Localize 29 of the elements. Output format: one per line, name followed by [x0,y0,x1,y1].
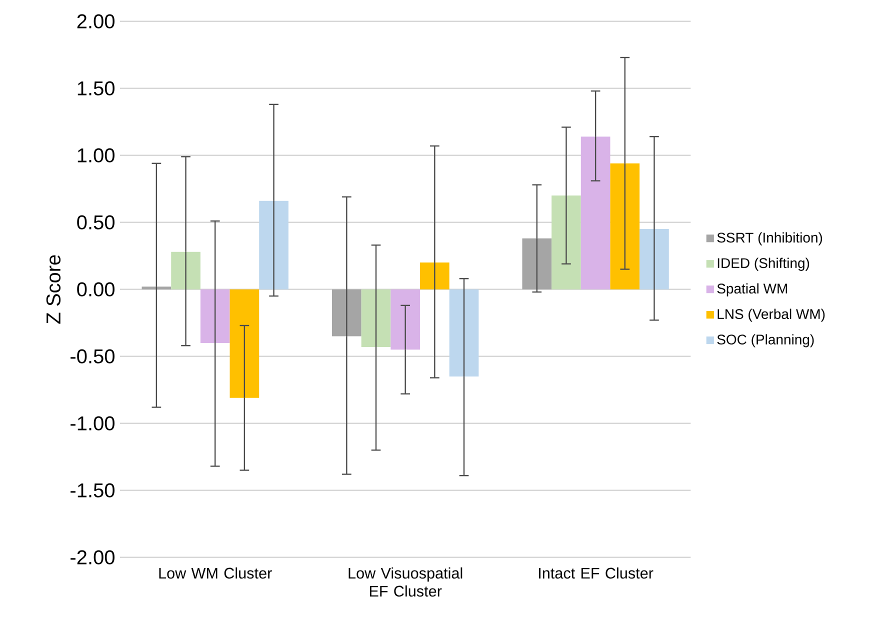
bar [259,201,288,290]
x-tick-label: Low WM Cluster [159,568,272,579]
y-tick-label: -2.00 [70,550,114,565]
bar [142,286,172,290]
x-tick-label: Intact EF Cluster [539,568,654,579]
bar [361,289,391,348]
legend-label: SOC (Planning) [717,334,814,348]
bar [332,289,362,336]
y-tick-label: 1.50 [78,81,114,96]
legend-label: LNS (Verbal WM) [718,308,825,322]
bar [522,238,552,290]
x-tick-label: Low Visuospatial EF Cluster [348,568,462,597]
legend-label: Spatial WM [717,283,787,296]
y-tick-label: 0.00 [77,282,114,297]
y-axis-title: Z Score [46,255,61,324]
legend-label: SSRT (Inhibition) [717,232,822,246]
y-tick-label: 0.50 [77,215,114,230]
bar [449,289,479,377]
bar [580,136,610,290]
legend-label: IDED (Shifting) [718,258,810,271]
y-tick-label: -1.50 [70,483,114,498]
y-tick-label: -0.50 [70,349,114,364]
bar [200,289,230,344]
y-tick-label: 2.00 [77,14,114,29]
y-tick-label: -1.00 [70,416,114,431]
bar [171,252,200,290]
bar [640,229,669,290]
bar [420,262,450,290]
y-tick-label: 1.00 [78,148,114,163]
